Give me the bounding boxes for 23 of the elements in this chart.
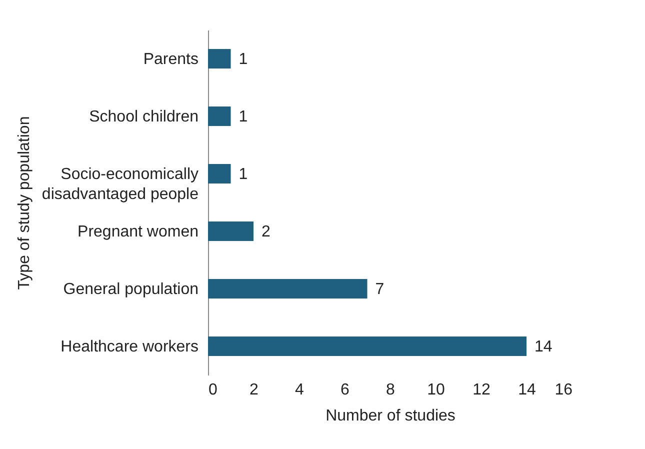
y-tick-label: Socio-economically disadvantaged people [42, 166, 199, 203]
y-tick-label: School children [89, 108, 198, 126]
x-tick-label: 6 [340, 382, 350, 398]
y-axis-title: Type of study population [16, 116, 33, 290]
data-label: 14 [534, 338, 552, 356]
x-tick-label: 10 [427, 382, 445, 398]
y-tick-label: Parents [143, 50, 198, 68]
y-tick-label: Healthcare workers [60, 338, 198, 356]
data-label: 1 [238, 108, 248, 126]
x-tick-label: 12 [472, 382, 490, 398]
x-tick-label: 4 [295, 382, 304, 398]
y-tick-label: General population [63, 280, 198, 298]
y-tick-label: Pregnant women [78, 223, 198, 240]
x-tick-label: 2 [250, 382, 259, 398]
x-tick-label: 0 [208, 382, 218, 398]
x-axis-title: Number of studies [326, 408, 456, 424]
data-label: 1 [238, 166, 248, 183]
x-tick-label: 14 [518, 382, 536, 398]
data-label: 2 [262, 223, 270, 240]
data-label: 7 [375, 280, 384, 298]
x-tick-label: 8 [386, 382, 396, 398]
data-label: 1 [238, 50, 248, 68]
x-tick-label: 16 [554, 382, 573, 398]
